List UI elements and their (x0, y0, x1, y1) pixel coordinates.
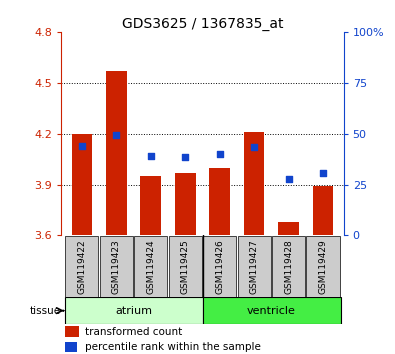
Point (182, 155, 188, 160)
Text: GSM119426: GSM119426 (215, 239, 224, 294)
Bar (272, 236, 305, 297)
Text: ventricle: ventricle (247, 306, 296, 316)
Bar (65, 297, 203, 324)
Text: GSM119428: GSM119428 (284, 239, 293, 294)
Bar (313, 186, 333, 235)
Bar (237, 236, 271, 297)
Point (285, 177, 292, 182)
Bar (65, 236, 98, 297)
Point (320, 170, 326, 176)
Point (216, 151, 223, 157)
Bar (244, 132, 264, 235)
Bar (169, 236, 202, 297)
Title: GDS3625 / 1367835_at: GDS3625 / 1367835_at (122, 17, 283, 31)
Point (113, 132, 120, 138)
Bar (175, 173, 196, 235)
Text: GSM119422: GSM119422 (77, 239, 87, 294)
Bar (307, 236, 340, 297)
Bar (141, 176, 161, 235)
Bar (134, 236, 167, 297)
Bar (100, 236, 133, 297)
Text: GSM119427: GSM119427 (250, 239, 259, 294)
Bar (71, 133, 92, 235)
Text: tissue: tissue (29, 306, 60, 316)
Text: GSM119429: GSM119429 (318, 239, 327, 294)
Text: transformed count: transformed count (85, 327, 182, 337)
Bar (65, 342, 77, 353)
Text: GSM119423: GSM119423 (112, 239, 121, 294)
Text: GSM119425: GSM119425 (181, 239, 190, 294)
Point (251, 144, 257, 150)
Point (148, 153, 154, 159)
Text: GSM119424: GSM119424 (146, 239, 155, 294)
Bar (209, 167, 230, 235)
Bar (65, 326, 79, 337)
Text: percentile rank within the sample: percentile rank within the sample (85, 342, 261, 352)
Text: atrium: atrium (115, 306, 152, 316)
Bar (106, 71, 127, 235)
Point (79, 143, 85, 148)
Bar (203, 297, 341, 324)
Bar (278, 222, 299, 235)
Bar (203, 236, 236, 297)
